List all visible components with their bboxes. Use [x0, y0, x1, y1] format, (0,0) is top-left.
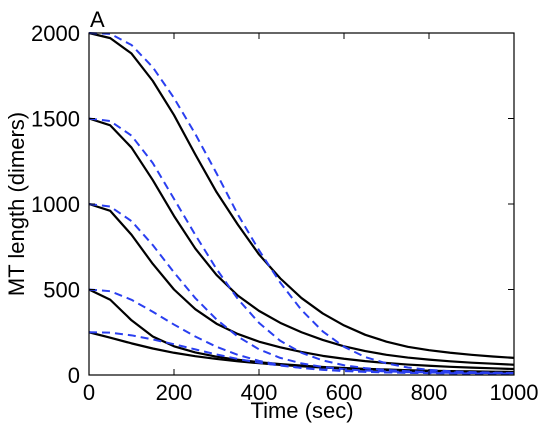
x-tick-label: 1000: [490, 380, 539, 405]
y-tick-label: 1000: [31, 192, 80, 217]
x-tick-label: 200: [156, 380, 193, 405]
solid-series-line-4: [88, 288, 515, 374]
dashed-series-line-6: [88, 32, 515, 374]
y-tick-label: 0: [68, 363, 80, 388]
x-tick-label: 800: [411, 380, 448, 405]
dashed-series-line-10: [88, 331, 515, 375]
x-tick-label: 600: [326, 380, 363, 405]
solid-series-line-2: [88, 117, 515, 366]
y-tick-label: 2000: [31, 21, 80, 46]
x-axis-label: Time (sec): [250, 398, 353, 423]
series-layer: [88, 31, 515, 375]
plot-frame: [88, 32, 515, 376]
axes-layer: 0 200 400 600 800 1000 0 500 1000 1500 2000: [31, 21, 538, 405]
solid-series-line-3: [88, 202, 515, 371]
x-tick-label: 400: [241, 380, 278, 405]
y-axis-label: MT length (dimers): [4, 112, 29, 296]
x-tick-label: 0: [83, 380, 95, 405]
solid-series-line-1: [88, 31, 515, 359]
y-tick-label: 1500: [31, 107, 80, 132]
panel-label: A: [90, 7, 105, 32]
y-tick-label: 500: [43, 278, 80, 303]
